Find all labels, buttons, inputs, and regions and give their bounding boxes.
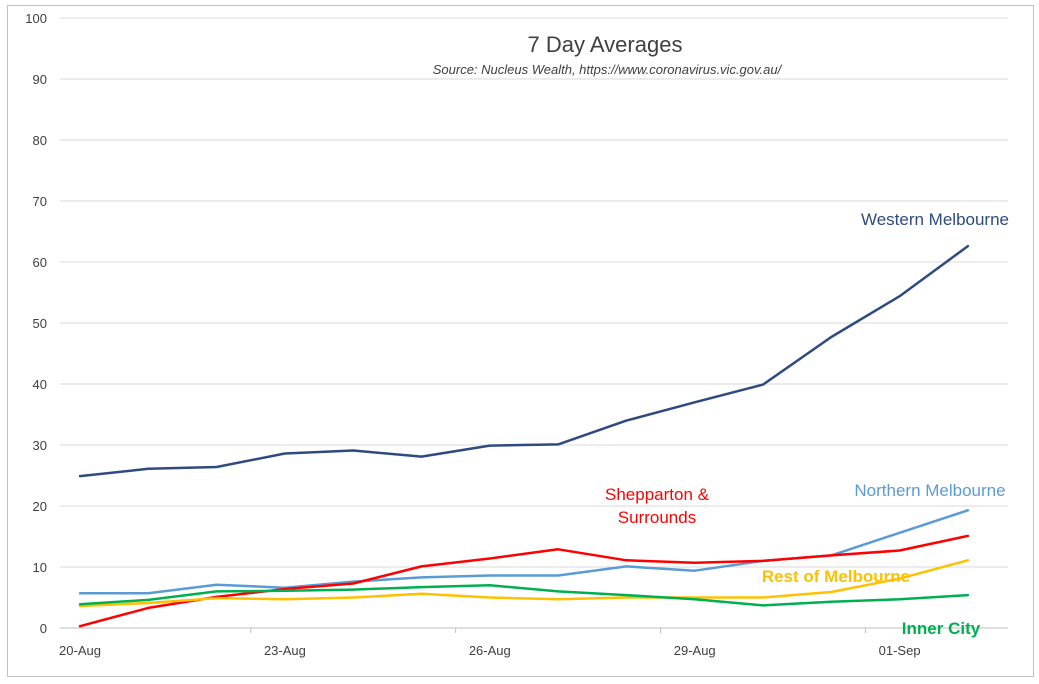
series-label-rest-of-melbourne: Rest of Melbourne — [762, 567, 910, 586]
y-tick-label: 90 — [33, 72, 47, 87]
chart-frame — [7, 5, 1034, 677]
chart-title: 7 Day Averages — [528, 32, 683, 57]
y-tick-label: 0 — [40, 621, 47, 636]
series-label-western-melbourne: Western Melbourne — [861, 210, 1009, 229]
x-tick-label: 20-Aug — [59, 643, 101, 658]
y-tick-label: 20 — [33, 499, 47, 514]
series-labels: Western Melbourne Northern Melbourne Shepp… — [605, 210, 1009, 638]
series-line-western-melbourne — [78, 244, 970, 478]
y-tick-label: 40 — [33, 377, 47, 392]
x-tick-label: 26-Aug — [469, 643, 511, 658]
y-tick-label: 100 — [25, 11, 47, 26]
y-tick-label: 50 — [33, 316, 47, 331]
x-tick-label: 01-Sep — [879, 643, 921, 658]
y-tick-label: 70 — [33, 194, 47, 209]
series-line-inner-city — [78, 584, 970, 607]
x-axis — [60, 627, 1008, 633]
y-tick-label: 80 — [33, 133, 47, 148]
y-tick-label: 60 — [33, 255, 47, 270]
x-axis-ticks: 20-Aug 23-Aug 26-Aug 29-Aug 01-Sep — [59, 643, 921, 658]
series-lines — [78, 244, 970, 628]
y-axis-ticks: 0 10 20 30 40 50 60 70 80 90 100 — [25, 11, 47, 636]
series-label-shepparton-surrounds: Shepparton & Surrounds — [605, 485, 710, 527]
series-line-shepparton-surrounds — [78, 534, 970, 628]
gridlines — [60, 17, 1008, 568]
y-tick-label: 30 — [33, 438, 47, 453]
x-tick-label: 23-Aug — [264, 643, 306, 658]
series-label-inner-city: Inner City — [902, 619, 981, 638]
x-tick-label: 29-Aug — [674, 643, 716, 658]
series-label-northern-melbourne: Northern Melbourne — [854, 481, 1005, 500]
chart-subtitle: Source: Nucleus Wealth, https://www.coro… — [433, 62, 783, 77]
series-line-rest-of-melbourne — [78, 559, 970, 608]
y-tick-label: 10 — [33, 560, 47, 575]
